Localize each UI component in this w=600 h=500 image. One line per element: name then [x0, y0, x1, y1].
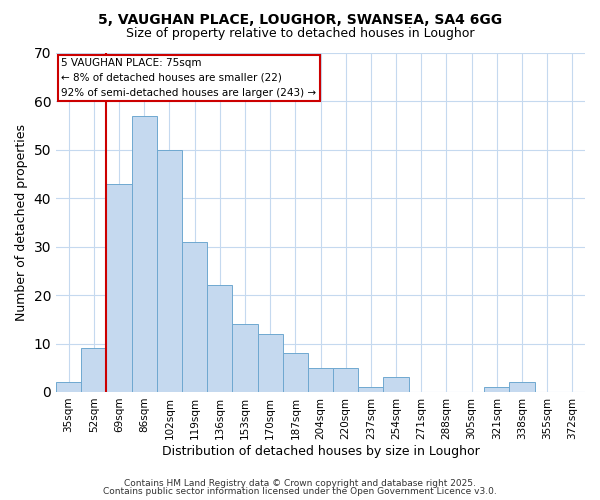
Bar — [358, 387, 383, 392]
Bar — [383, 378, 409, 392]
Bar — [333, 368, 358, 392]
Bar — [232, 324, 257, 392]
Bar — [56, 382, 81, 392]
Text: Contains public sector information licensed under the Open Government Licence v3: Contains public sector information licen… — [103, 487, 497, 496]
Bar — [182, 242, 207, 392]
Text: Contains HM Land Registry data © Crown copyright and database right 2025.: Contains HM Land Registry data © Crown c… — [124, 478, 476, 488]
Bar — [509, 382, 535, 392]
Bar — [157, 150, 182, 392]
Bar — [484, 387, 509, 392]
Bar — [283, 353, 308, 392]
Bar — [257, 334, 283, 392]
Bar — [207, 286, 232, 392]
Text: 5 VAUGHAN PLACE: 75sqm
← 8% of detached houses are smaller (22)
92% of semi-deta: 5 VAUGHAN PLACE: 75sqm ← 8% of detached … — [61, 58, 316, 98]
X-axis label: Distribution of detached houses by size in Loughor: Distribution of detached houses by size … — [161, 444, 479, 458]
Text: Size of property relative to detached houses in Loughor: Size of property relative to detached ho… — [126, 28, 474, 40]
Bar — [106, 184, 131, 392]
Bar — [81, 348, 106, 392]
Bar — [308, 368, 333, 392]
Y-axis label: Number of detached properties: Number of detached properties — [15, 124, 28, 321]
Bar — [131, 116, 157, 392]
Text: 5, VAUGHAN PLACE, LOUGHOR, SWANSEA, SA4 6GG: 5, VAUGHAN PLACE, LOUGHOR, SWANSEA, SA4 … — [98, 12, 502, 26]
